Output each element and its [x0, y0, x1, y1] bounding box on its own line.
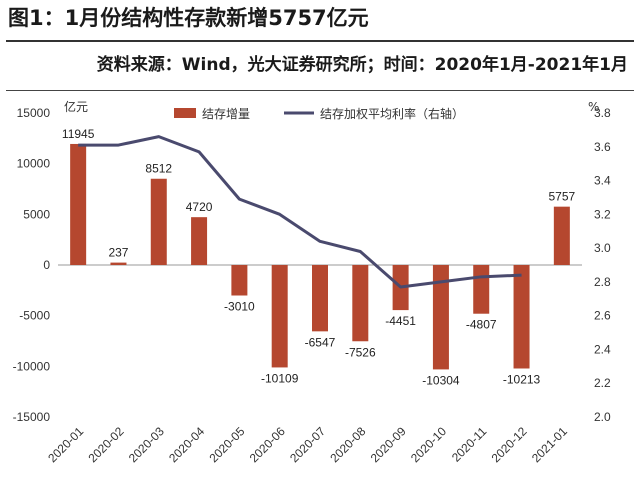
bar-value-label: 4720 — [186, 200, 213, 214]
left-tick-label: -15000 — [13, 410, 51, 424]
left-axis-ticks: 15000 10000 5000 0 -5000 -10000 -15000 — [13, 106, 51, 424]
left-tick-label: 10000 — [17, 157, 51, 171]
bar — [150, 178, 167, 265]
bar — [110, 262, 127, 265]
x-tick-label: 2020-12 — [489, 424, 530, 465]
bar — [191, 217, 208, 265]
bar — [231, 265, 248, 296]
right-tick-label: 3.0 — [594, 241, 611, 255]
x-tick-label: 2020-08 — [327, 424, 368, 465]
bar-value-label: -10213 — [503, 372, 541, 386]
bar — [432, 265, 449, 370]
x-tick-label: 2020-01 — [45, 424, 86, 465]
left-axis-unit: 亿元 — [64, 99, 88, 114]
bar-value-label: -6547 — [305, 335, 336, 349]
right-tick-label: 3.4 — [594, 174, 611, 188]
x-tick-label: 2020-06 — [247, 424, 288, 465]
bar-value-label: -4807 — [466, 318, 497, 332]
right-tick-label: 2.4 — [594, 342, 611, 356]
source-divider — [6, 90, 634, 91]
right-tick-label: 3.6 — [594, 140, 611, 154]
bar — [513, 265, 530, 369]
bar-value-label: -10109 — [261, 371, 299, 385]
right-tick-label: 3.2 — [594, 207, 611, 221]
right-axis-unit: % — [588, 100, 599, 114]
left-tick-label: 5000 — [23, 207, 50, 221]
right-tick-label: 2.2 — [594, 376, 611, 390]
legend-bar-swatch — [174, 108, 196, 118]
rate-line-series — [78, 135, 522, 289]
bar-value-label: -3010 — [224, 300, 255, 314]
x-tick-label: 2021-01 — [529, 424, 570, 465]
bar-value-label: -4451 — [385, 314, 416, 328]
title-divider — [6, 40, 634, 42]
legend-bar-label: 结存增量 — [202, 107, 250, 121]
right-tick-label: 2.0 — [594, 410, 611, 424]
bar — [553, 206, 570, 265]
left-tick-label: -10000 — [13, 359, 51, 373]
x-tick-label: 2020-11 — [449, 424, 490, 465]
x-tick-label: 2020-05 — [206, 424, 247, 465]
x-axis-labels: 2020-01 2020-02 2020-03 2020-04 2020-05 2020-… — [45, 424, 570, 465]
right-tick-label: 2.8 — [594, 275, 611, 289]
left-tick-label: 0 — [43, 258, 50, 272]
x-tick-label: 2020-07 — [287, 424, 328, 465]
bar-data-labels: 11945 237 8512 4720 -3010 -10109 -6547 -7526 -44… — [62, 127, 576, 387]
right-tick-label: 3.8 — [594, 106, 611, 120]
bar — [312, 265, 328, 332]
bar-value-label: 8512 — [145, 162, 172, 176]
legend: 结存增量 结存加权平均利率（右轴） — [174, 106, 464, 121]
bar — [271, 265, 288, 368]
left-tick-label: -5000 — [19, 309, 50, 323]
bar — [70, 143, 87, 265]
source-note: 资料来源：Wind，光大证券研究所；时间：2020年1月-2021年1月 — [96, 55, 628, 75]
right-tick-label: 2.6 — [594, 309, 611, 323]
figure-header: 图1：1月份结构性存款新增5757亿元 资料来源：Wind，光大证券研究所；时间… — [0, 0, 640, 92]
x-tick-label: 2020-03 — [126, 424, 167, 465]
bar-value-label: 237 — [108, 246, 128, 260]
bar — [352, 265, 369, 342]
x-tick-label: 2020-04 — [166, 424, 207, 465]
bar-value-label: 11945 — [62, 127, 95, 141]
x-tick-label: 2020-09 — [368, 424, 409, 465]
bar-series — [70, 143, 570, 370]
x-tick-label: 2020-02 — [86, 424, 127, 465]
legend-line-label: 结存加权平均利率（右轴） — [320, 106, 464, 121]
bar-value-label: -10304 — [422, 373, 460, 387]
right-axis-ticks: 3.8 3.6 3.4 3.2 3.0 2.8 2.6 2.4 2.2 2.0 — [594, 106, 611, 424]
left-tick-label: 15000 — [17, 106, 51, 120]
bar-value-label: 5757 — [548, 190, 575, 204]
bar-value-label: -7526 — [345, 345, 376, 359]
figure-title: 图1：1月份结构性存款新增5757亿元 — [8, 6, 369, 30]
x-tick-label: 2020-10 — [408, 424, 449, 465]
bar — [473, 265, 490, 314]
